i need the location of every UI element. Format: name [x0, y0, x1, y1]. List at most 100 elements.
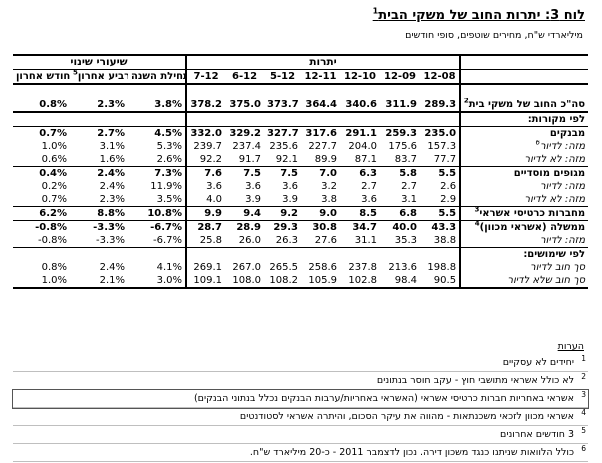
balance-cell	[420, 112, 462, 127]
rate-cell: 0.7%	[41, 194, 67, 205]
balance-cell	[186, 112, 225, 127]
rate-cell: -0.8%	[13, 220, 70, 234]
col-header-period: 12-11	[301, 69, 341, 85]
table-title: לוח 3: יתרות החוב של משקי הבית1	[372, 6, 585, 23]
balance-cell: 108.0	[225, 274, 265, 289]
row-label: לפי מקורות:	[460, 112, 588, 127]
balance-cell: 3.1	[401, 194, 418, 205]
rate-cell: 3.5%	[128, 193, 188, 207]
note-text: יחידים לא עסקיים	[502, 357, 574, 368]
rate-cell: -3.3%	[70, 220, 128, 234]
balance-cell: 30.8	[301, 220, 341, 234]
balance-cell: 9.4	[225, 206, 265, 221]
rate-cell: 3.8%	[128, 98, 188, 113]
note-text: אשראי באחריות חברות כרטיסי אשראי (האשראי…	[193, 393, 574, 404]
balance-cell: 327.7	[264, 126, 302, 140]
change-rates-header: שיעורי שינוי	[13, 54, 188, 70]
row-label: מחברות כרטיסי אשראי3	[460, 206, 589, 221]
balance-cell: 259.3	[380, 126, 421, 140]
balance-cell: 317.6	[301, 126, 341, 140]
rate-cell: 2.4%	[99, 262, 125, 273]
balance-cell	[264, 247, 302, 261]
spacer-cell	[420, 84, 462, 98]
table-body: 0.8% 2.3% 3.8% 378.2 375.0 373.7 364.4 340.6 311…	[13, 84, 589, 289]
balance-cell: 3.6	[206, 181, 223, 192]
balance-cell: 90.5	[420, 274, 462, 289]
title-footnote-mark: 1	[372, 6, 379, 16]
balance-cell: 108.2	[264, 274, 302, 289]
balance-cell: 235.6	[269, 141, 299, 152]
balance-cell: 35.3	[394, 235, 418, 246]
balance-cell: 92.1	[275, 154, 299, 165]
balance-cell: 227.7	[308, 141, 338, 152]
balance-cell: 258.6	[308, 262, 338, 273]
balance-cell: 213.6	[388, 262, 418, 273]
balance-cell	[225, 112, 264, 127]
rate-cell: 5.3%	[128, 140, 188, 153]
rate-cell: 10.8%	[128, 206, 188, 221]
balance-cell: 378.2	[186, 98, 226, 113]
row-label-text: מגופים מוסדיים	[513, 168, 586, 179]
col-header-period: 5-12	[264, 69, 302, 85]
row-label: סך חוב שלא לדיור	[460, 274, 589, 289]
notes-section: הערות 1 יחידים לא עסקיים 2 לא כולל אשראי מת…	[12, 340, 589, 462]
table-row: 0.2% 2.4% 11.9% 3.6 3.6 3.6 3.2 2.7 2.7 2.6 מזה: ל…	[13, 180, 588, 193]
balance-cell: 91.7	[238, 154, 262, 165]
balance-cell: 5.5	[420, 166, 462, 180]
balance-cell: 8.5	[340, 206, 381, 221]
balance-cell: 28.7	[186, 220, 226, 234]
note-item: 3 אשראי באחריות חברות כרטיסי אשראי (האשרא…	[12, 389, 589, 409]
balance-cell: 109.1	[186, 274, 226, 289]
balance-cell: 2.7	[401, 181, 418, 192]
rate-cell: 0.8%	[41, 262, 67, 273]
col-header-period: 6-12	[225, 69, 265, 85]
row-label-text: מזה: לא לדיור	[524, 154, 586, 165]
balance-cell	[340, 247, 381, 261]
rate-cell: 8.8%	[70, 206, 128, 221]
balance-cell: 102.8	[340, 274, 381, 289]
balance-cell: 26.0	[238, 235, 262, 246]
row-label-text: סך חוב לדיור	[530, 262, 586, 273]
rate-cell: -0.8%	[37, 235, 67, 246]
balance-cell: 237.4	[232, 141, 262, 152]
balance-cell: 340.6	[340, 98, 381, 113]
balance-cell: 6.8	[380, 206, 421, 221]
col-header-last-quarter: רביע אחרון5	[70, 69, 128, 85]
note-number: 5	[581, 426, 586, 435]
balance-cell: 40.0	[380, 220, 421, 234]
rate-cell: 3.1%	[99, 141, 125, 152]
rate-cell: 1.6%	[99, 154, 125, 165]
balance-cell: 2.9	[420, 193, 462, 207]
rate-cell	[128, 112, 188, 127]
balance-cell: 239.7	[193, 141, 223, 152]
rate-cell: 1.0%	[41, 141, 67, 152]
note-number: 4	[581, 408, 586, 417]
note-text: כולל הלוואות שניתנו כנגד משכון דירה. נכו…	[249, 447, 574, 458]
spacer-cell	[264, 84, 301, 98]
table-row: 0.6% 1.6% 2.6% 92.2 91.7 92.1 89.9 87.1 83.7 77.7…	[13, 153, 588, 167]
table-row: -0.8% -3.3% -6.7% 28.7 28.9 29.3 30.8 34.7 40.0 4…	[13, 220, 589, 234]
col-header-last-month: חודש אחרון	[13, 69, 70, 85]
balance-cell: 3.9	[282, 194, 299, 205]
row-label: מזה: לא לדיור	[460, 153, 588, 167]
row-label-text: ממשלה (אשראי מכוון)	[479, 222, 586, 233]
col-header-period: 12-10	[340, 69, 381, 85]
table-row: 0.8% 2.4% 4.1% 269.1 267.0 265.5 258.6 237.8 213…	[13, 261, 588, 274]
row-label-text: מבנקים	[549, 128, 586, 139]
row-label: סה"כ החוב של משקי בית2	[460, 98, 589, 113]
row-label-text: סך חוב שלא לדיור	[507, 275, 586, 286]
title-text: לוח 3: יתרות החוב של משקי הבית	[378, 8, 585, 23]
balance-cell: 83.7	[394, 154, 418, 165]
row-label: סך חוב לדיור	[460, 261, 588, 274]
balance-cell: 3.2	[321, 181, 338, 192]
balance-cell: 289.3	[420, 98, 462, 113]
column-header-row: חודש אחרון רביע אחרון5 מתחילת השנה 7-12 …	[13, 69, 589, 85]
balance-cell: 27.6	[314, 235, 338, 246]
group-header-row: שיעורי שינוי יתרות	[13, 54, 589, 70]
rate-cell: 6.2%	[13, 206, 70, 221]
rate-cell: 2.1%	[70, 274, 128, 289]
row-label: לפי שימושים:	[460, 247, 589, 261]
spacer-cell	[13, 84, 70, 98]
balance-cell: 3.8	[321, 194, 338, 205]
rate-cell: 4.1%	[128, 261, 188, 274]
